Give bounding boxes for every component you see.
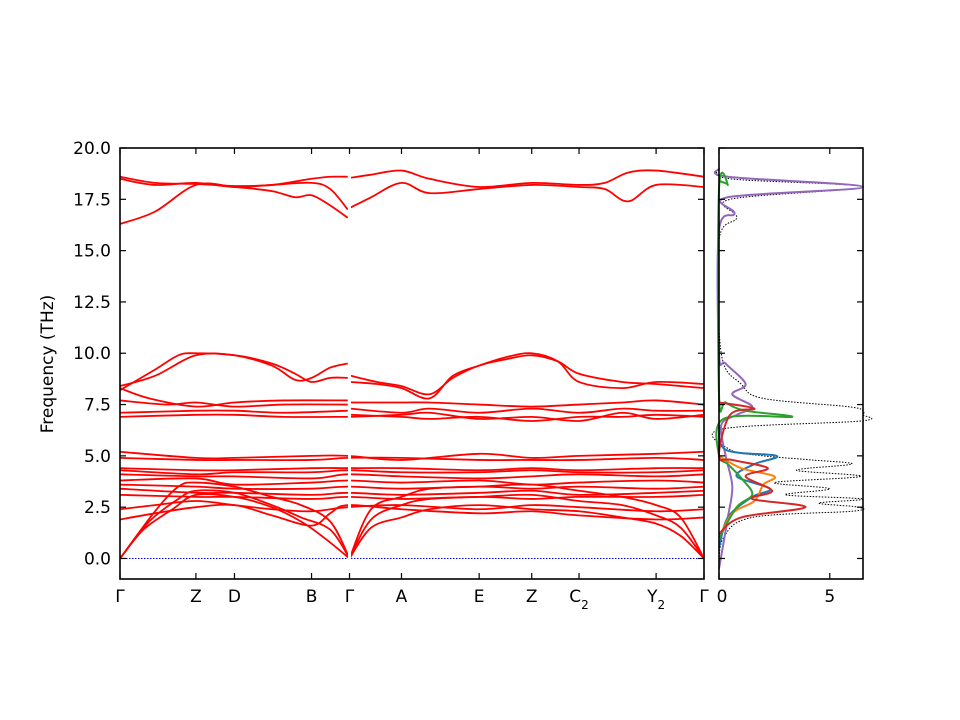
ytick-label: 2.5 bbox=[84, 498, 111, 518]
kpoint-label: C2 bbox=[569, 587, 589, 612]
phonon-band-28 bbox=[119, 493, 351, 560]
phonon-band-4 bbox=[350, 169, 705, 188]
phonon-band-0 bbox=[119, 182, 349, 225]
phonon-band-29 bbox=[119, 489, 351, 560]
phonon-band-19 bbox=[119, 467, 705, 472]
band-frame bbox=[119, 147, 705, 580]
phonon-band-2 bbox=[119, 175, 348, 187]
phonon-band-5 bbox=[119, 352, 348, 391]
phonon-band-31 bbox=[348, 504, 705, 560]
phonon-band-24 bbox=[119, 487, 705, 496]
band-extras bbox=[120, 148, 704, 579]
kpoint-label-subscript: 2 bbox=[581, 598, 589, 612]
kpoint-label: Z bbox=[190, 587, 202, 607]
ytick-label: 10.0 bbox=[73, 344, 111, 364]
kpoint-label: Y2 bbox=[646, 587, 665, 612]
dos-xtick-label: 5 bbox=[824, 587, 835, 607]
phonon-band-22 bbox=[119, 477, 705, 486]
band-lines bbox=[119, 169, 705, 560]
kpoint-label: Γ bbox=[345, 587, 355, 607]
phonon-band-33 bbox=[348, 483, 705, 559]
ytick-label: 15.0 bbox=[73, 242, 111, 262]
kpoint-label-subscript: 2 bbox=[657, 598, 665, 612]
kpoint-label: Γ bbox=[699, 587, 709, 607]
band-structure-panel: 0.0 2.5 5.0 7.5 10.0 12.5 15.0 17.5 20.0 Γ Z D B Γ A E Z… bbox=[73, 139, 709, 612]
y-axis-label: Frequency (THz) bbox=[38, 295, 58, 434]
dos-lines bbox=[711, 167, 873, 569]
phonon-band-3 bbox=[350, 181, 705, 209]
kpoint-label: E bbox=[474, 587, 485, 607]
phonon-band-21 bbox=[119, 473, 705, 480]
ytick-label: 0.0 bbox=[84, 549, 111, 569]
dos-frame bbox=[718, 147, 864, 580]
phonon-band-13 bbox=[350, 399, 705, 408]
kpoint-label: D bbox=[228, 587, 241, 607]
dos-series-5 bbox=[717, 401, 807, 535]
phonon-band-18 bbox=[119, 456, 705, 462]
ytick-label: 7.5 bbox=[84, 396, 111, 416]
phonon-band-16 bbox=[350, 411, 705, 422]
kpoint-label: Z bbox=[526, 587, 538, 607]
phonon-band-12 bbox=[350, 352, 705, 400]
phonon-band-20 bbox=[119, 469, 705, 476]
phonon-band-10 bbox=[119, 413, 348, 418]
phonon-band-32 bbox=[348, 493, 705, 560]
ytick-label: 20.0 bbox=[73, 139, 111, 159]
phonon-band-11 bbox=[350, 354, 705, 396]
phonon-band-9 bbox=[119, 409, 348, 414]
phonon-band-27 bbox=[119, 503, 705, 527]
phonon-band-23 bbox=[119, 483, 705, 490]
phonon-band-30 bbox=[119, 481, 351, 560]
ytick-label: 12.5 bbox=[73, 293, 111, 313]
phonon-band-6 bbox=[119, 352, 348, 387]
phonon-band-14 bbox=[350, 407, 705, 414]
dos-series-1 bbox=[713, 167, 865, 569]
band-axes: 0.0 2.5 5.0 7.5 10.0 12.5 15.0 17.5 20.0 Γ Z D B Γ A E Z… bbox=[73, 139, 709, 612]
ytick-label: 5.0 bbox=[84, 447, 111, 467]
phonon-band-25 bbox=[119, 493, 705, 500]
ytick-label: 17.5 bbox=[73, 190, 111, 210]
phonon-band-15 bbox=[350, 413, 705, 422]
phonon-band-8 bbox=[119, 399, 348, 408]
kpoint-label: A bbox=[396, 587, 408, 607]
dos-series-0 bbox=[711, 168, 873, 569]
dos-xtick-label: 0 bbox=[717, 587, 728, 607]
kpoint-label: Γ bbox=[115, 587, 125, 607]
kpoint-label: B bbox=[306, 587, 318, 607]
phonon-band-26 bbox=[119, 500, 705, 513]
phonon-band-17 bbox=[119, 450, 705, 461]
